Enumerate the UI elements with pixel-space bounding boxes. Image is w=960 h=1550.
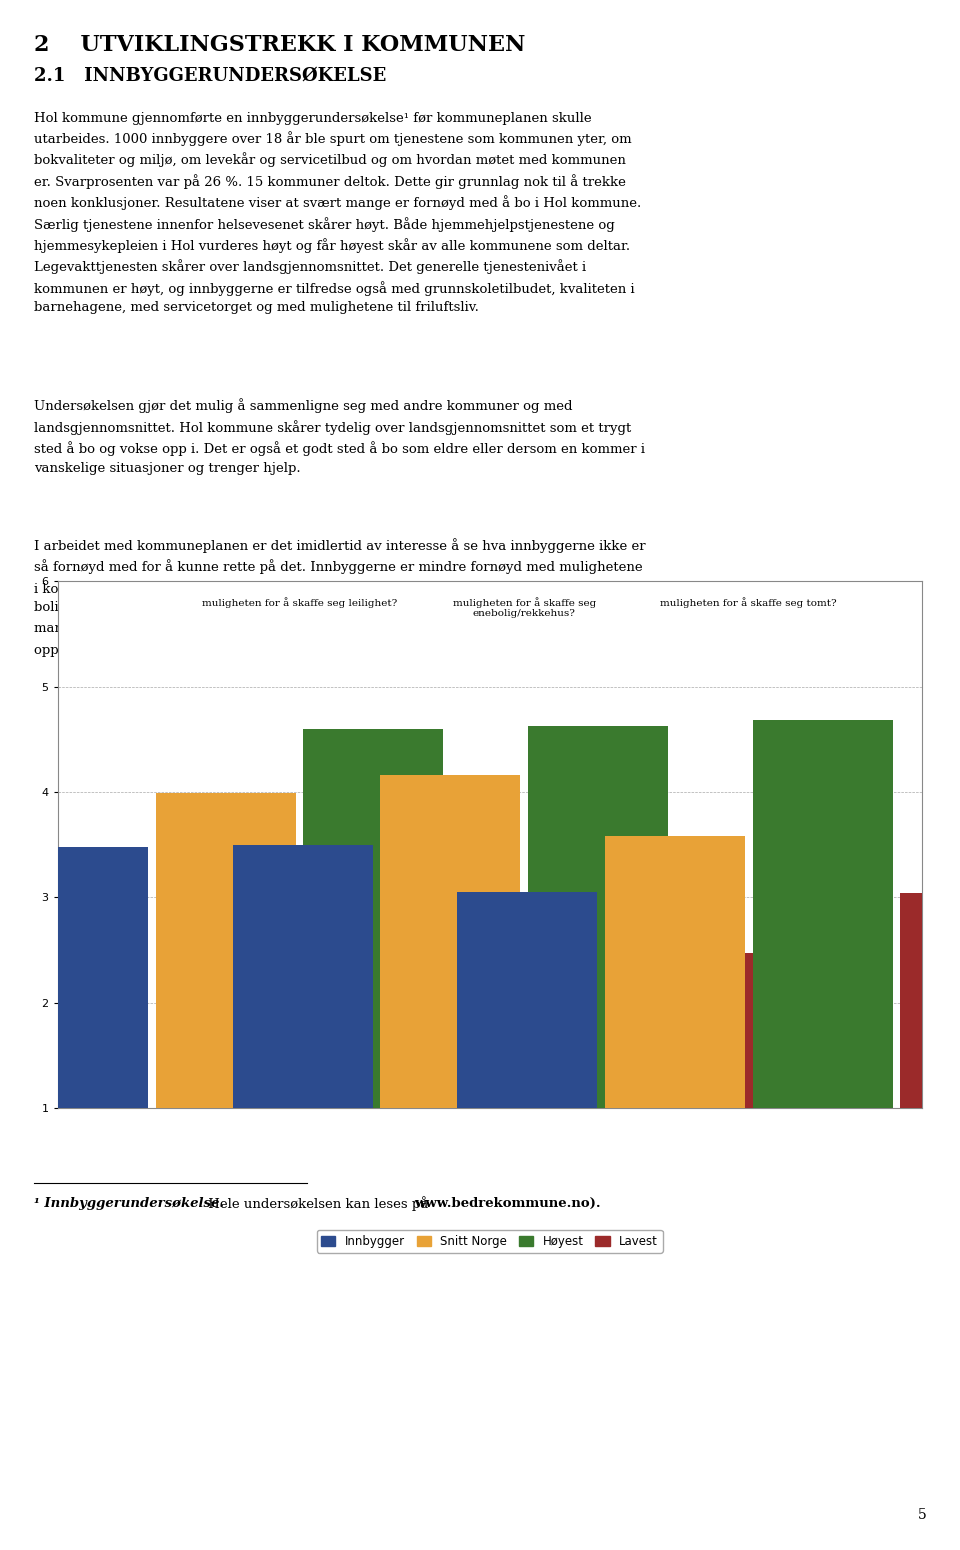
Text: Undersøkelsen gjør det mulig å sammenligne seg med andre kommuner og med
landsgj: Undersøkelsen gjør det mulig å sammenlig… — [34, 398, 644, 474]
Text: Hol kommune gjennomførte en innbyggerundersøkelse¹ før kommuneplanen skulle
utar: Hol kommune gjennomførte en innbyggerund… — [34, 112, 641, 315]
Bar — [753, 721, 893, 1108]
Bar — [451, 966, 591, 1108]
Bar — [232, 845, 372, 1108]
Bar — [605, 837, 745, 1108]
Text: muligheten for å skaffe seg tomt?: muligheten for å skaffe seg tomt? — [660, 597, 837, 608]
Text: ¹ Innbyggerundersøkelse.: ¹ Innbyggerundersøkelse. — [34, 1197, 224, 1209]
Text: www.bedrekommune.no).: www.bedrekommune.no). — [414, 1197, 600, 1209]
Bar — [528, 725, 668, 1108]
Bar — [156, 794, 296, 1108]
Text: 5: 5 — [918, 1508, 926, 1522]
Text: muligheten for å skaffe seg leilighet?: muligheten for å skaffe seg leilighet? — [202, 597, 397, 608]
Text: muligheten for å skaffe seg
enebolig/rekkehus?: muligheten for å skaffe seg enebolig/rek… — [452, 597, 596, 618]
Bar — [900, 893, 960, 1108]
Text: I arbeidet med kommuneplanen er det imidlertid av interesse å se hva innbyggerne: I arbeidet med kommuneplanen er det imid… — [34, 538, 645, 657]
Text: 2.1   INNBYGGERUNDERSØKELSE: 2.1 INNBYGGERUNDERSØKELSE — [34, 67, 386, 85]
Bar — [8, 846, 148, 1108]
Bar — [303, 728, 444, 1108]
Legend: Innbygger, Snitt Norge, Høyest, Lavest: Innbygger, Snitt Norge, Høyest, Lavest — [317, 1231, 662, 1252]
Bar — [457, 893, 597, 1108]
Bar — [380, 775, 520, 1108]
Text: Hele undersøkelsen kan leses på: Hele undersøkelsen kan leses på — [204, 1197, 433, 1212]
Bar — [676, 953, 816, 1108]
Text: 2    UTVIKLINGSTREKK I KOMMUNEN: 2 UTVIKLINGSTREKK I KOMMUNEN — [34, 34, 525, 56]
